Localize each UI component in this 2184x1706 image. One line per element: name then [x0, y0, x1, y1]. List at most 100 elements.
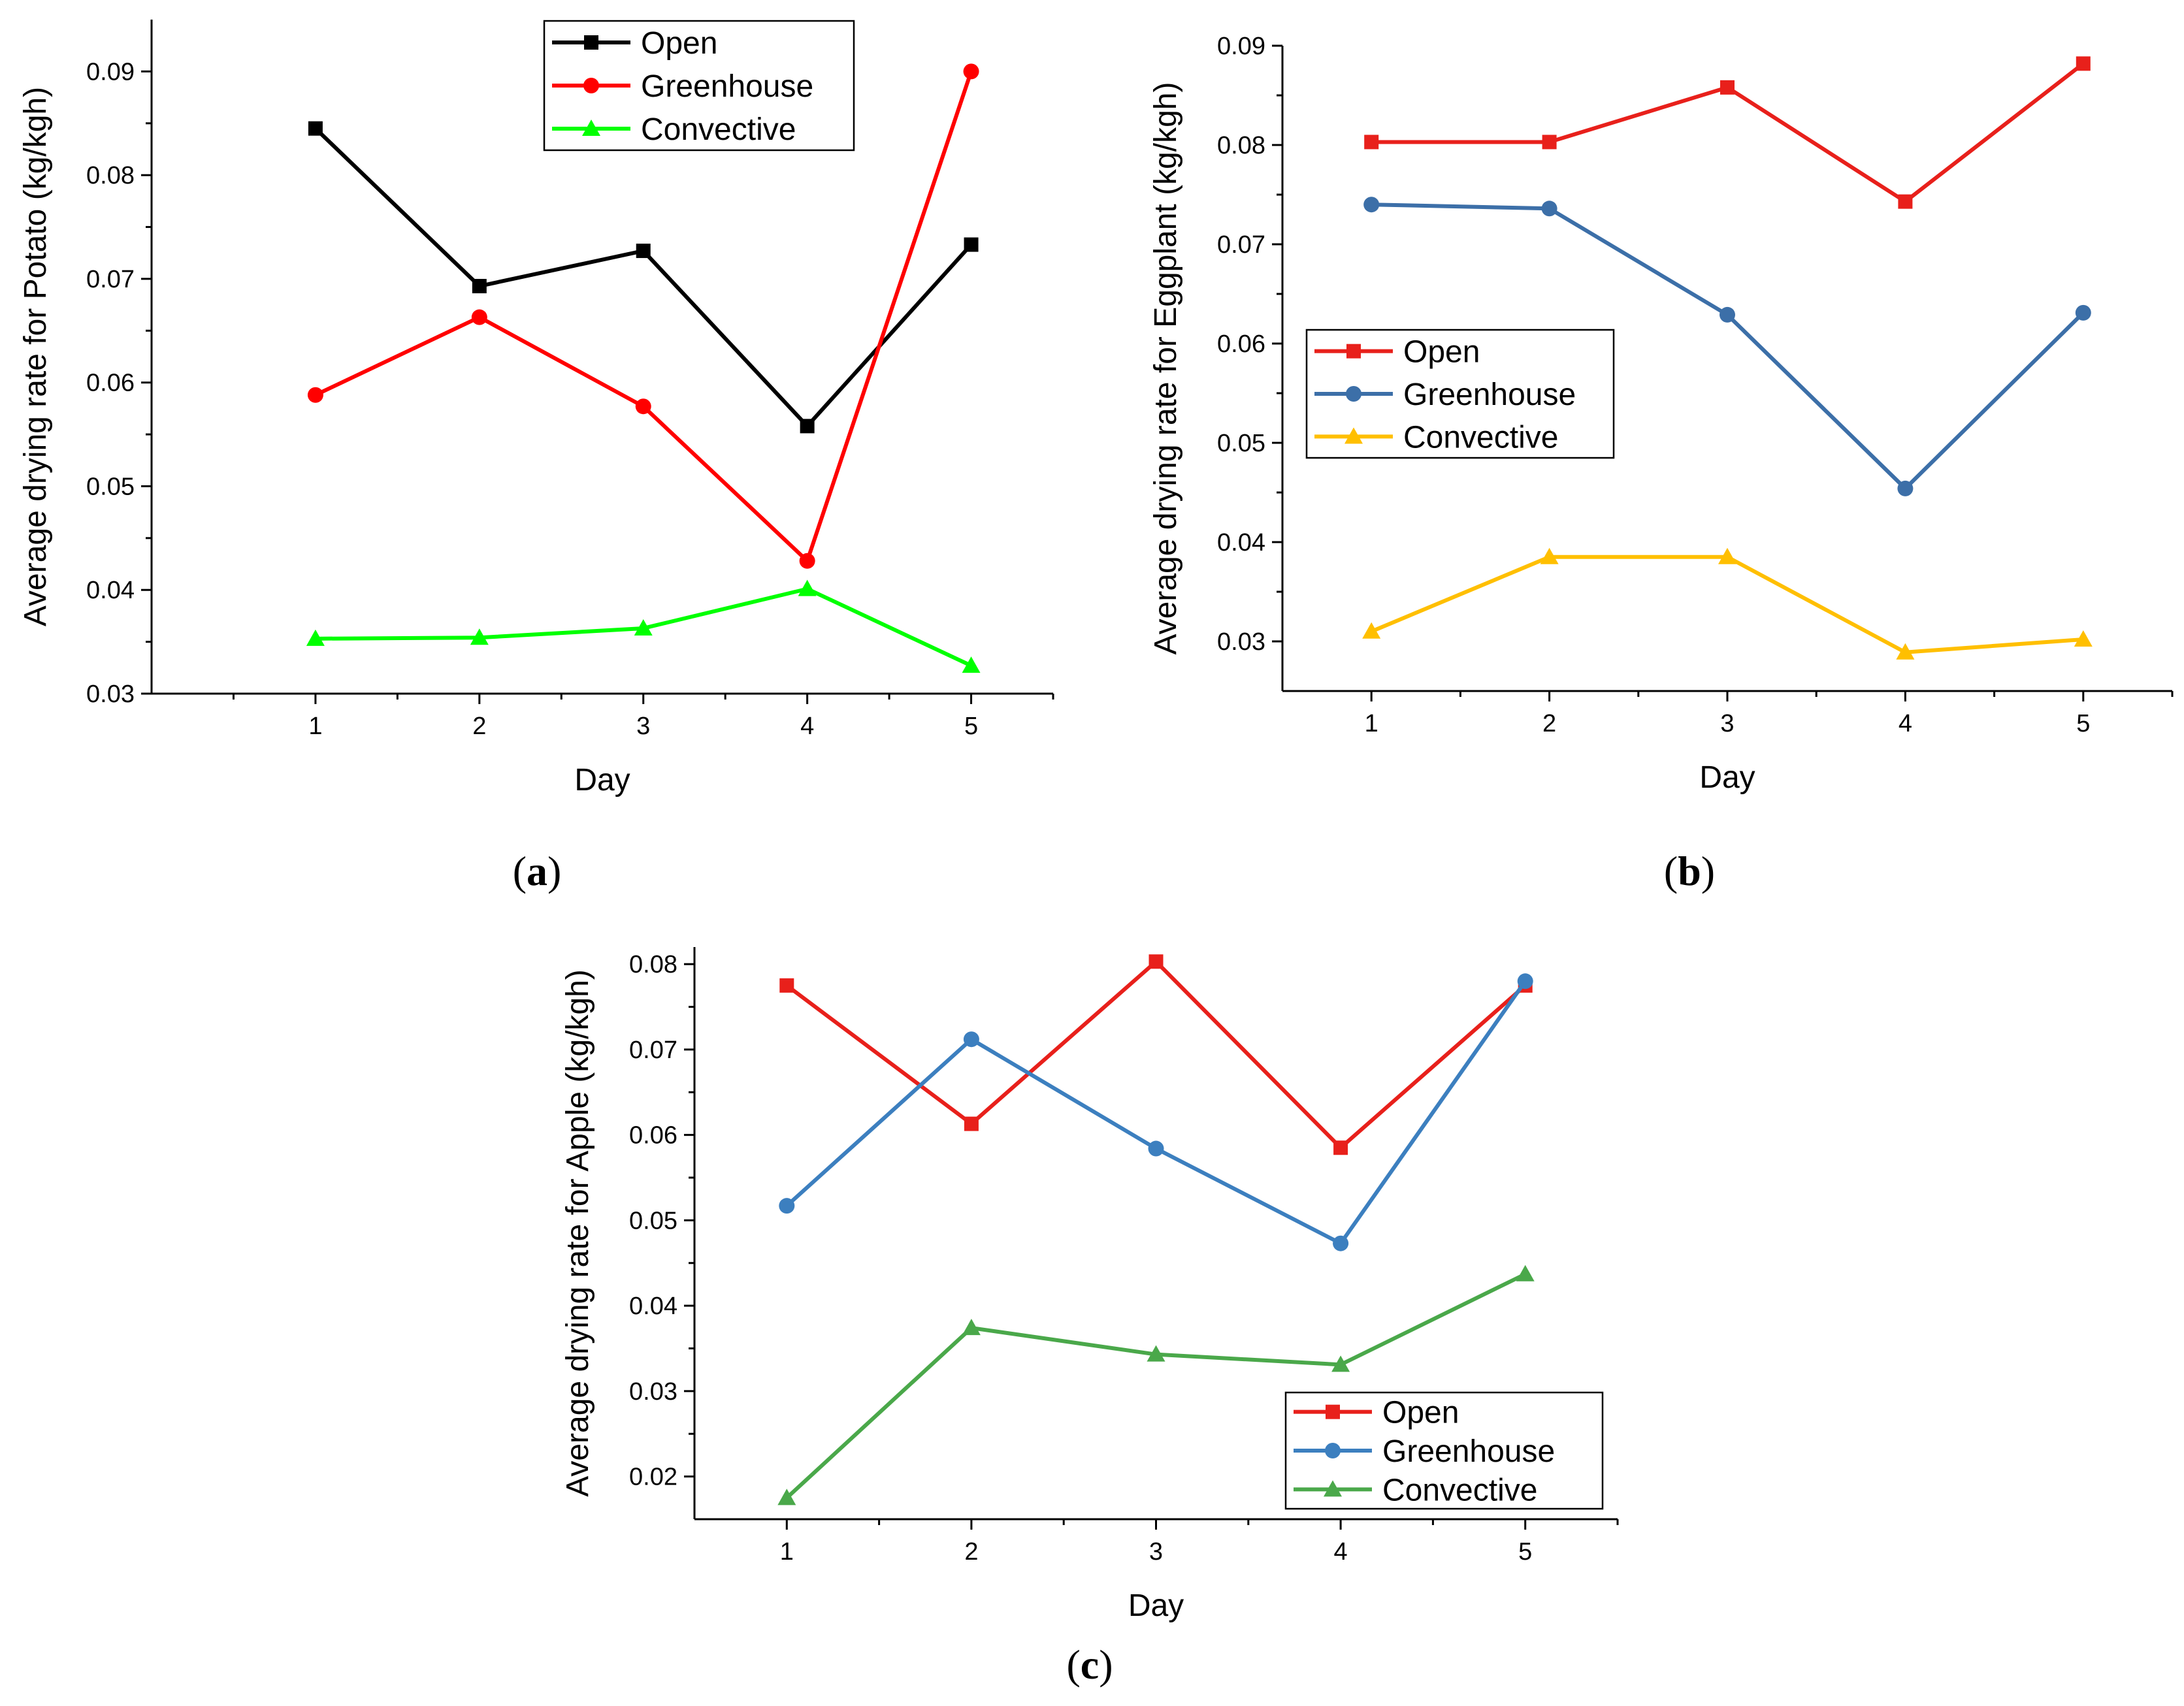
y-tick-label: 0.08	[1217, 132, 1265, 159]
data-point-open	[779, 978, 794, 993]
y-tick-label: 0.04	[629, 1293, 677, 1320]
data-point-open	[1542, 135, 1557, 150]
x-tick-label: 5	[2076, 710, 2090, 737]
legend-marker-open	[1326, 1404, 1340, 1419]
legend-marker-convective	[1324, 1480, 1342, 1497]
legend-label-greenhouse: Greenhouse	[1382, 1434, 1555, 1469]
y-tick-label: 0.07	[1217, 231, 1265, 259]
y-tick-label: 0.03	[86, 681, 135, 708]
data-point-convective	[962, 1319, 981, 1336]
x-axis-title: Day	[574, 763, 630, 797]
y-tick-label: 0.08	[629, 951, 677, 978]
series-line-open	[314, 127, 973, 428]
y-tick-label: 0.09	[86, 58, 135, 86]
x-tick-label: 3	[1720, 710, 1734, 737]
data-point-greenhouse	[799, 553, 815, 569]
panel-label: (c)	[1066, 1641, 1113, 1688]
x-tick-label: 5	[964, 713, 978, 740]
y-tick-label: 0.06	[629, 1122, 677, 1150]
data-point-convective	[306, 629, 325, 646]
data-point-convective	[1362, 622, 1381, 639]
y-tick-label: 0.07	[86, 266, 135, 293]
data-point-greenhouse	[2075, 304, 2091, 321]
series-greenhouse	[307, 63, 979, 569]
series-greenhouse	[1363, 197, 2091, 496]
y-axis-title: Average drying rate for Potato (kg/kgh)	[18, 87, 53, 626]
y-tick-label: 0.09	[1217, 33, 1265, 60]
chart-panel-a: 0.03 0.04 0.05 0.06 0.07 0.08 0.09 1 2 3 4 5 Day Aver…	[18, 20, 1054, 894]
x-tick-label: 2	[1542, 710, 1556, 737]
legend-marker-convective	[1345, 427, 1363, 444]
data-point-greenhouse	[1333, 1235, 1349, 1251]
data-point-open	[800, 419, 815, 434]
data-point-open	[1364, 135, 1379, 150]
data-point-open	[964, 237, 979, 252]
legend-label-convective: Convective	[1403, 420, 1558, 455]
x-tick-label: 3	[636, 713, 650, 740]
data-point-convective	[1896, 643, 1915, 660]
data-point-greenhouse	[1363, 197, 1380, 213]
x-axis-title: Day	[1128, 1588, 1184, 1623]
legend-marker-convective	[582, 120, 600, 136]
data-point-convective	[2074, 630, 2093, 647]
legend-marker-greenhouse	[1346, 386, 1361, 402]
data-point-open	[964, 1116, 979, 1131]
y-axis-title: Average drying rate for Apple (kg/kgh)	[561, 969, 595, 1497]
data-point-greenhouse	[1719, 306, 1735, 323]
y-tick-label: 0.03	[1217, 628, 1265, 656]
data-point-open	[1720, 80, 1735, 95]
legend-marker-greenhouse	[583, 78, 599, 93]
data-point-open	[1149, 954, 1164, 969]
data-point-greenhouse	[1517, 973, 1533, 990]
y-tick-label: 0.04	[86, 577, 135, 604]
legend-marker-greenhouse	[1325, 1443, 1341, 1458]
series-convective	[1362, 547, 2093, 660]
series-convective	[306, 579, 981, 673]
series-line-open	[785, 959, 1527, 1150]
series-open	[779, 954, 1533, 1155]
x-tick-label: 4	[800, 713, 814, 740]
data-point-convective	[1147, 1345, 1165, 1362]
y-tick-label: 0.06	[86, 370, 135, 397]
data-point-convective	[1718, 547, 1736, 564]
data-point-convective	[1540, 547, 1559, 564]
data-point-greenhouse	[635, 398, 651, 415]
data-point-convective	[798, 579, 817, 596]
series-convective	[777, 1264, 1535, 1505]
y-tick-label: 0.06	[1217, 330, 1265, 358]
data-point-greenhouse	[307, 387, 323, 403]
data-point-convective	[1516, 1264, 1535, 1281]
panel-label: (a)	[513, 848, 562, 894]
legend-marker-open	[584, 35, 598, 50]
data-point-greenhouse	[1897, 480, 1914, 496]
y-tick-label: 0.08	[86, 162, 135, 189]
y-tick-label: 0.05	[86, 473, 135, 500]
y-tick-label: 0.02	[629, 1464, 677, 1491]
data-point-convective	[470, 628, 489, 645]
data-point-open	[1333, 1140, 1348, 1155]
legend-label-greenhouse: Greenhouse	[641, 69, 813, 104]
x-tick-label: 1	[1365, 710, 1378, 737]
data-point-greenhouse	[471, 309, 487, 325]
legend-label-convective: Convective	[1382, 1473, 1537, 1507]
chart-panel-c: 0.02 0.03 0.04 0.05 0.06 0.07 0.08 1 2 3 4 5 Day Aver…	[561, 947, 1619, 1688]
y-tick-label: 0.05	[1217, 430, 1265, 457]
legend-label-open: Open	[1382, 1396, 1459, 1430]
y-tick-label: 0.03	[629, 1378, 677, 1406]
panel-letter: b	[1678, 848, 1701, 894]
legend: Open Greenhouse Convective	[543, 20, 855, 152]
data-point-convective	[1331, 1355, 1350, 1372]
panel-letter: c	[1081, 1641, 1099, 1688]
y-tick-label: 0.05	[629, 1207, 677, 1234]
data-point-open	[1898, 194, 1913, 209]
data-point-convective	[962, 656, 981, 673]
legend-label-convective: Convective	[641, 112, 796, 147]
data-point-greenhouse	[963, 63, 979, 80]
y-tick-label: 0.04	[1217, 529, 1265, 556]
series-open	[1364, 56, 2091, 209]
data-point-greenhouse	[963, 1031, 979, 1048]
series-line-convective	[1371, 555, 2084, 654]
data-point-convective	[777, 1489, 796, 1505]
data-point-open	[2076, 56, 2091, 71]
